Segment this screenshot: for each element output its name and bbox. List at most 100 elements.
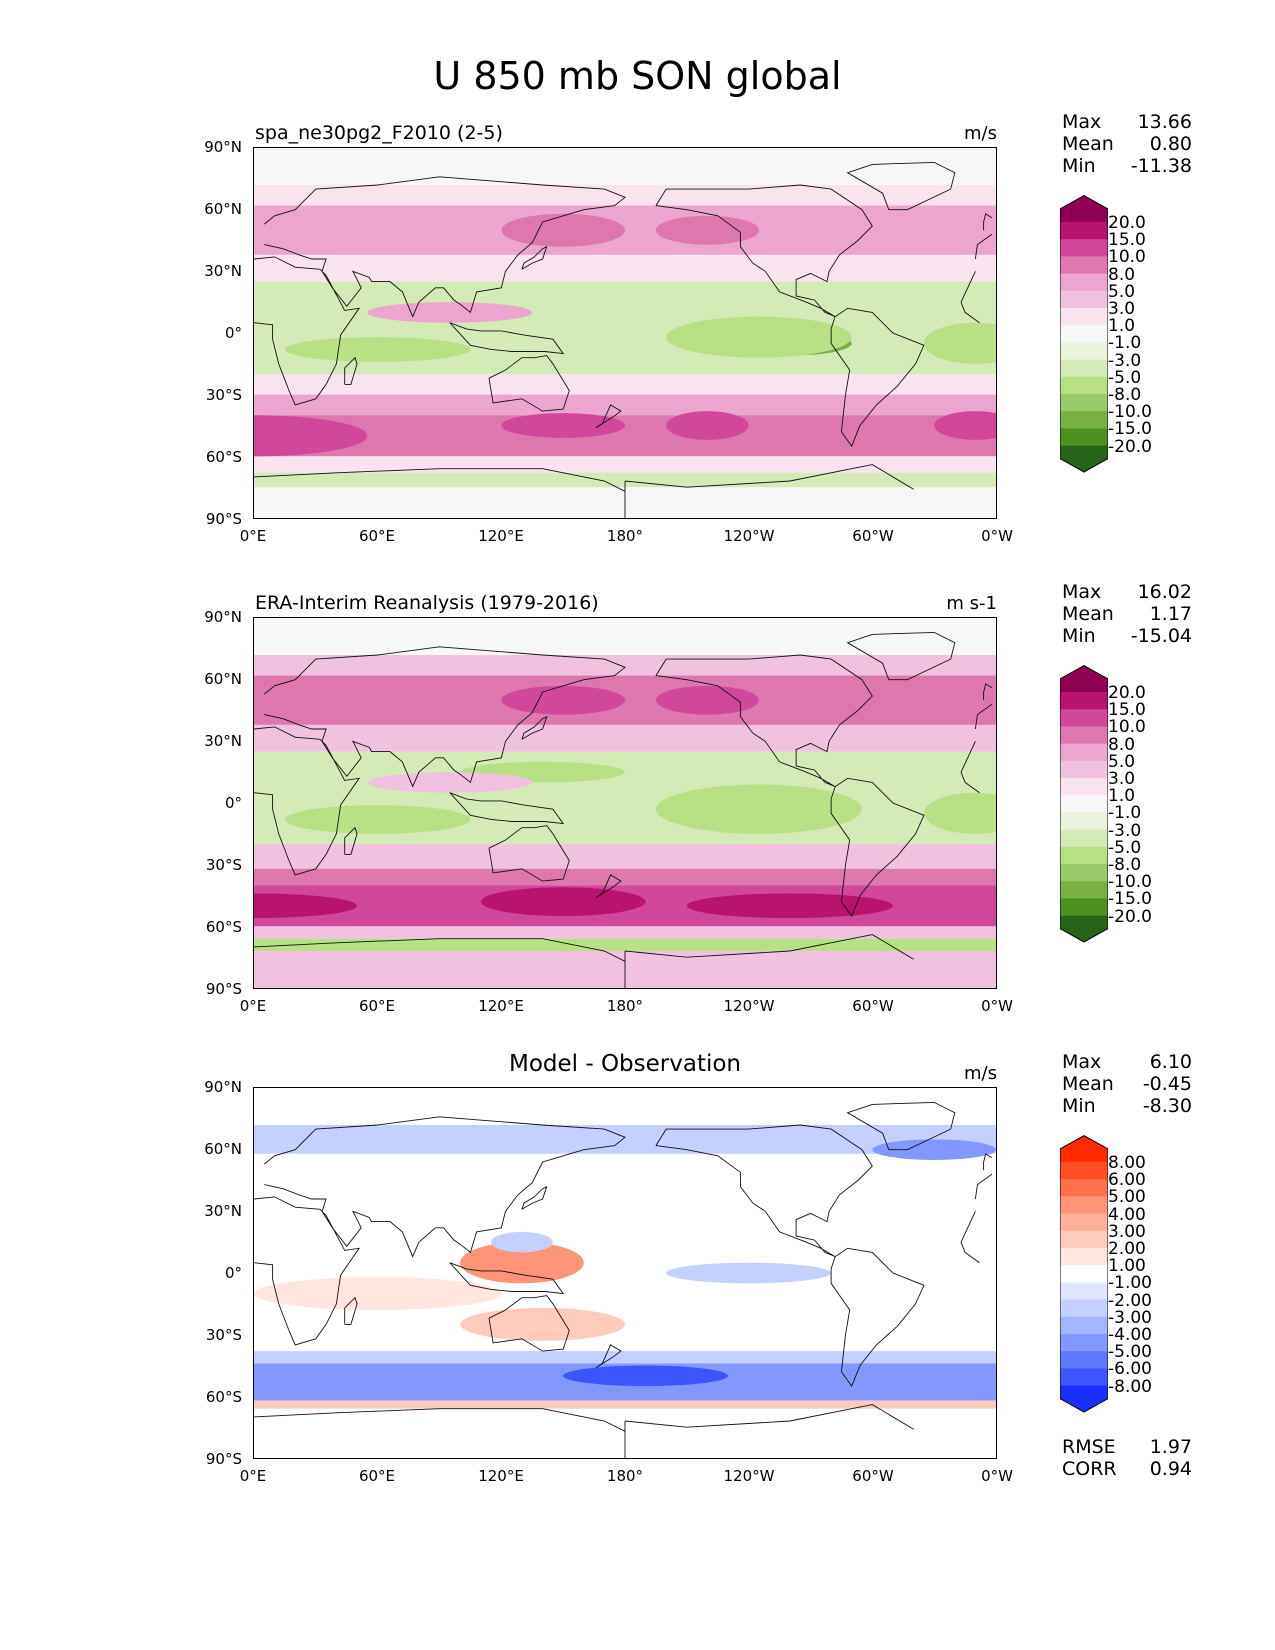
colorbar-segment <box>1060 411 1108 429</box>
colorbar-tick-label: 10.0 <box>1108 717 1146 738</box>
colorbar-segment <box>1060 812 1108 831</box>
colorbar-tick-label: -20.0 <box>1108 906 1152 927</box>
colorbar <box>1059 665 1109 943</box>
field-anomaly <box>655 685 759 715</box>
stat-label: Mean <box>1062 133 1114 155</box>
field-band <box>254 1145 996 1154</box>
field-anomaly <box>254 893 358 919</box>
lat-tick-label: 30°N <box>204 1202 242 1220</box>
colorbar-tick-label: 1.00 <box>1108 1256 1146 1277</box>
lat-tick-label: 0° <box>224 324 242 342</box>
field-band <box>254 1125 996 1146</box>
coastlines <box>254 161 993 518</box>
field-anomaly <box>254 415 368 457</box>
lat-tick-label: 60°N <box>204 200 242 218</box>
lat-tick-label: 0° <box>224 1264 242 1282</box>
colorbar-tick-label: 5.0 <box>1108 751 1136 772</box>
lat-tick-label: 60°S <box>205 1388 242 1406</box>
map-frame <box>253 1087 997 1459</box>
field-anomaly <box>501 685 625 715</box>
stat-label: Min <box>1062 625 1096 647</box>
stat-value: -8.30 <box>1142 1095 1192 1117</box>
field-anomaly <box>460 1242 584 1284</box>
colorbar-tick-label: 1.0 <box>1108 786 1136 807</box>
field-anomaly <box>284 805 471 834</box>
field-band <box>254 394 996 416</box>
coastlines <box>254 1101 993 1458</box>
lat-tick-label: 90°S <box>205 980 242 998</box>
field-band <box>254 868 996 886</box>
field-anomaly <box>655 215 759 245</box>
colorbar-segment <box>1060 898 1108 917</box>
colorbar-tick-label: 15.0 <box>1108 230 1146 251</box>
field-anomaly <box>491 1231 553 1253</box>
lat-tick-label: 30°N <box>204 262 242 280</box>
colorbar-segment <box>1060 795 1108 813</box>
lon-tick-label: 60°E <box>358 997 396 1015</box>
field-band <box>254 1351 996 1364</box>
colorbar-tick-label: 10.0 <box>1108 247 1146 268</box>
map-field <box>254 618 996 988</box>
field-anomaly <box>367 772 533 793</box>
colorbar-segment <box>1060 290 1108 309</box>
field-anomaly <box>686 893 893 919</box>
colorbar-tick-label: -4.00 <box>1108 1325 1152 1345</box>
field-anomaly <box>480 887 646 917</box>
colorbar-segment <box>1060 1179 1108 1197</box>
colorbar-segment <box>1060 778 1108 796</box>
field-anomaly <box>460 1307 625 1341</box>
field-anomaly <box>367 302 533 323</box>
lon-tick-label: 60°W <box>852 1467 894 1485</box>
colorbar-segment <box>1060 394 1108 412</box>
stats-block: Max 16.02 Mean 1.17 Min -15.04 <box>1062 581 1192 647</box>
colorbar-tick-label: -3.00 <box>1108 1307 1152 1328</box>
stat-value: 6.10 <box>1149 1051 1192 1073</box>
colorbar-tick-label: -2.00 <box>1108 1290 1152 1311</box>
stat-value: -11.38 <box>1130 155 1192 177</box>
field-band <box>254 374 996 395</box>
lon-tick-label: 180° <box>606 527 644 545</box>
figure-title: U 850 mb SON global <box>433 54 842 98</box>
colorbar-tick-label: 15.0 <box>1108 700 1146 721</box>
stat-value: -15.04 <box>1130 625 1192 647</box>
lon-tick-label: 0°E <box>239 1467 267 1485</box>
stat-value: 16.02 <box>1137 581 1192 603</box>
colorbar <box>1059 1135 1109 1413</box>
colorbar-segment <box>1060 308 1108 326</box>
error-stats: RMSE 1.97 CORR 0.94 <box>1062 1436 1192 1480</box>
colorbar-tick-label: -10.0 <box>1108 402 1152 423</box>
stat-label: Max <box>1062 111 1102 133</box>
lon-tick-label: 180° <box>606 1467 644 1485</box>
stat-label: Max <box>1062 1051 1102 1073</box>
field-anomaly <box>923 792 996 834</box>
coastlines <box>254 631 993 988</box>
lat-tick-label: 60°N <box>204 1140 242 1158</box>
colorbar-segment <box>1060 1368 1108 1387</box>
units-label: m s-1 <box>946 593 997 614</box>
field-band <box>254 254 996 282</box>
colorbar-segment <box>1060 1213 1108 1232</box>
lon-tick-label: 60°E <box>358 1467 396 1485</box>
lat-tick-label: 90°N <box>204 1078 242 1096</box>
field-anomaly <box>501 413 625 438</box>
map-frame <box>253 147 997 519</box>
field-anomaly <box>666 316 852 358</box>
colorbar-tick-label: 20.0 <box>1108 213 1146 233</box>
field-band <box>254 926 996 939</box>
lon-tick-label: 0°W <box>981 1467 1013 1485</box>
field-band <box>254 751 996 814</box>
lon-tick-label: 60°W <box>852 527 894 545</box>
colorbar-segment <box>1060 342 1108 361</box>
panel-title: ERA-Interim Reanalysis (1979-2016) <box>255 592 599 614</box>
field-band <box>254 472 996 488</box>
lat-tick-label: 0° <box>224 794 242 812</box>
stats-block: Max 6.10 Mean -0.45 Min -8.30 <box>1062 1051 1192 1117</box>
error-label: CORR <box>1062 1458 1117 1480</box>
lon-tick-label: 120°E <box>478 997 524 1015</box>
colorbar-tick-label: -3.0 <box>1108 350 1142 371</box>
field-anomaly <box>666 1262 832 1284</box>
stat-label: Max <box>1062 581 1102 603</box>
lat-tick-label: 60°S <box>205 448 242 466</box>
colorbar-tick-label: -15.0 <box>1108 889 1152 910</box>
colorbar-segment <box>1060 359 1108 378</box>
